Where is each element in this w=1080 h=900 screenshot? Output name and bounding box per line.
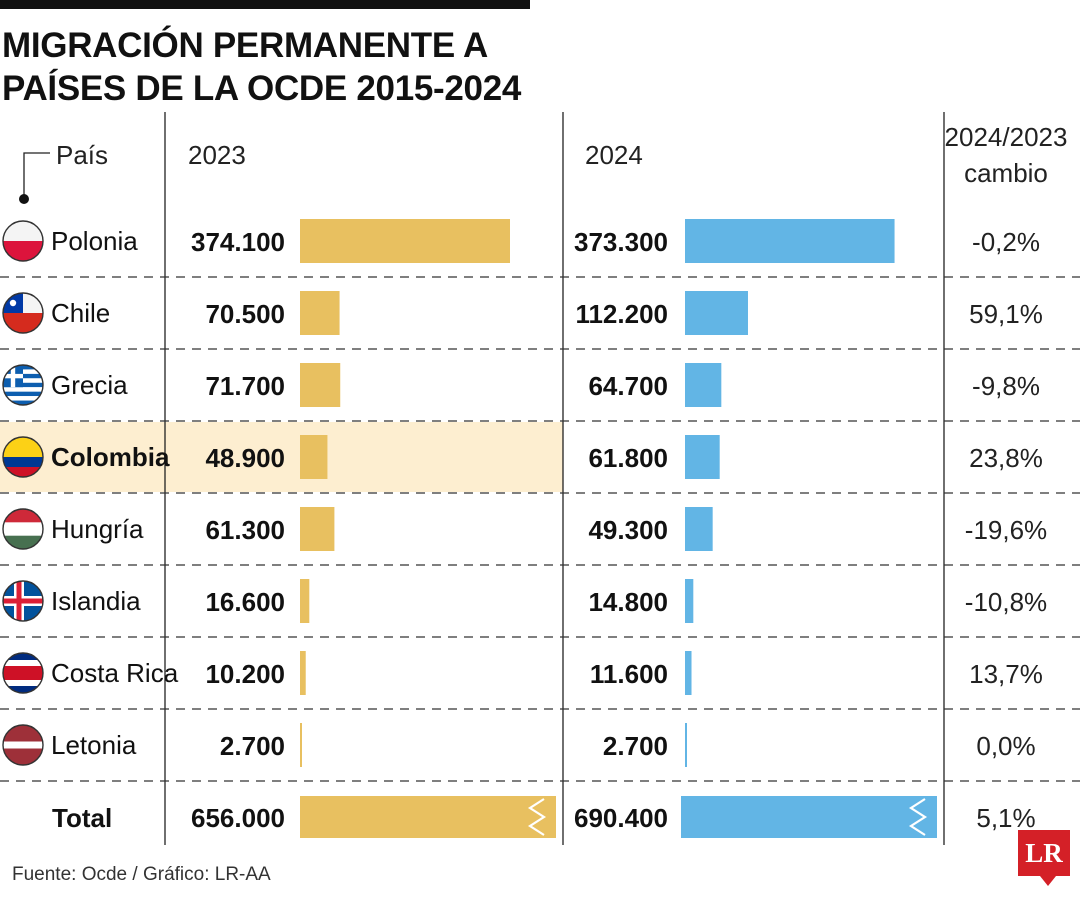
bar-2024 xyxy=(685,507,713,551)
bar-2023 xyxy=(300,435,328,479)
colombia-flag-icon xyxy=(2,436,44,478)
change-label: -10,8% xyxy=(965,587,1047,617)
chile-flag-icon xyxy=(2,292,44,334)
change-label: -19,6% xyxy=(965,515,1047,545)
poland-flag-icon xyxy=(2,220,44,262)
bar-2023 xyxy=(300,219,510,263)
header-pointer-dot xyxy=(19,194,29,204)
change-label: -9,8% xyxy=(972,371,1040,401)
total-label: Total xyxy=(52,803,112,833)
value-2024-label: 11.600 xyxy=(590,659,668,689)
value-2024-label: 373.300 xyxy=(574,227,668,257)
category-label: Costa Rica xyxy=(51,658,179,688)
bar-2024 xyxy=(685,435,720,479)
source-note: Fuente: Ocde / Gráfico: LR-AA xyxy=(12,864,271,885)
value-2024-label: 112.200 xyxy=(575,299,668,329)
change-label: 23,8% xyxy=(969,443,1043,473)
highlight-row-band xyxy=(0,422,563,492)
bar-2023 xyxy=(300,579,310,623)
bar-2024 xyxy=(685,579,694,623)
bar-2024 xyxy=(685,219,895,263)
category-label: Polonia xyxy=(51,226,138,256)
change-label: 0,0% xyxy=(976,731,1035,761)
bar-2024 xyxy=(685,723,687,767)
chart-title: MIGRACIÓN PERMANENTE A PAÍSES DE LA OCDE… xyxy=(2,26,522,108)
header-change-line2: cambio xyxy=(964,158,1048,188)
value-2023-label: 2.700 xyxy=(220,731,285,761)
costa-rica-flag-icon xyxy=(2,652,44,694)
hungary-flag-icon xyxy=(2,508,44,550)
axis-break-zigzag xyxy=(527,798,547,836)
latvia-flag-icon xyxy=(2,724,44,766)
value-2023-label: 374.100 xyxy=(191,227,285,257)
value-2024-label: 64.700 xyxy=(588,371,668,401)
lr-logo: LR xyxy=(1018,830,1070,876)
greece-flag-icon xyxy=(2,364,44,406)
value-2023-label: 71.700 xyxy=(205,371,285,401)
total-bar-2023 xyxy=(300,796,556,838)
bar-2023 xyxy=(300,291,340,335)
header-2023: 2023 xyxy=(188,140,246,170)
category-label: Islandia xyxy=(51,586,141,616)
bar-2023 xyxy=(300,507,335,551)
category-label: Chile xyxy=(51,298,110,328)
value-2024-label: 2.700 xyxy=(603,731,668,761)
total-bar-2024 xyxy=(681,796,937,838)
bar-2024 xyxy=(685,651,692,695)
change-label: -0,2% xyxy=(972,227,1040,257)
header-change-line1: 2024/2023 xyxy=(945,122,1068,152)
value-2023-label: 61.300 xyxy=(205,515,285,545)
value-2023-label: 48.900 xyxy=(205,443,285,473)
axis-break-zigzag xyxy=(908,798,928,836)
value-2024-label: 49.300 xyxy=(588,515,668,545)
total-2023-label: 656.000 xyxy=(191,803,285,833)
header-country: País xyxy=(56,140,108,170)
value-2023-label: 70.500 xyxy=(205,299,285,329)
top-rule xyxy=(0,0,530,9)
change-label: 13,7% xyxy=(969,659,1043,689)
value-2024-label: 14.800 xyxy=(588,587,668,617)
bar-2023 xyxy=(300,363,341,407)
value-2024-label: 61.800 xyxy=(588,443,668,473)
bar-2024 xyxy=(685,363,722,407)
category-label: Grecia xyxy=(51,370,128,400)
bar-2024 xyxy=(685,291,748,335)
value-2023-label: 10.200 xyxy=(205,659,285,689)
header-pointer-line xyxy=(23,152,50,196)
header-2024: 2024 xyxy=(585,140,643,170)
bar-2023 xyxy=(300,651,306,695)
iceland-flag-icon xyxy=(2,580,44,622)
bar-2023 xyxy=(300,723,302,767)
category-label: Letonia xyxy=(51,730,137,760)
change-label: 59,1% xyxy=(969,299,1043,329)
lr-logo-tail xyxy=(1040,876,1056,886)
category-label: Hungría xyxy=(51,514,144,544)
category-label: Colombia xyxy=(51,442,170,472)
value-2023-label: 16.600 xyxy=(205,587,285,617)
total-change-label: 5,1% xyxy=(976,803,1035,833)
total-2024-label: 690.400 xyxy=(574,803,668,833)
